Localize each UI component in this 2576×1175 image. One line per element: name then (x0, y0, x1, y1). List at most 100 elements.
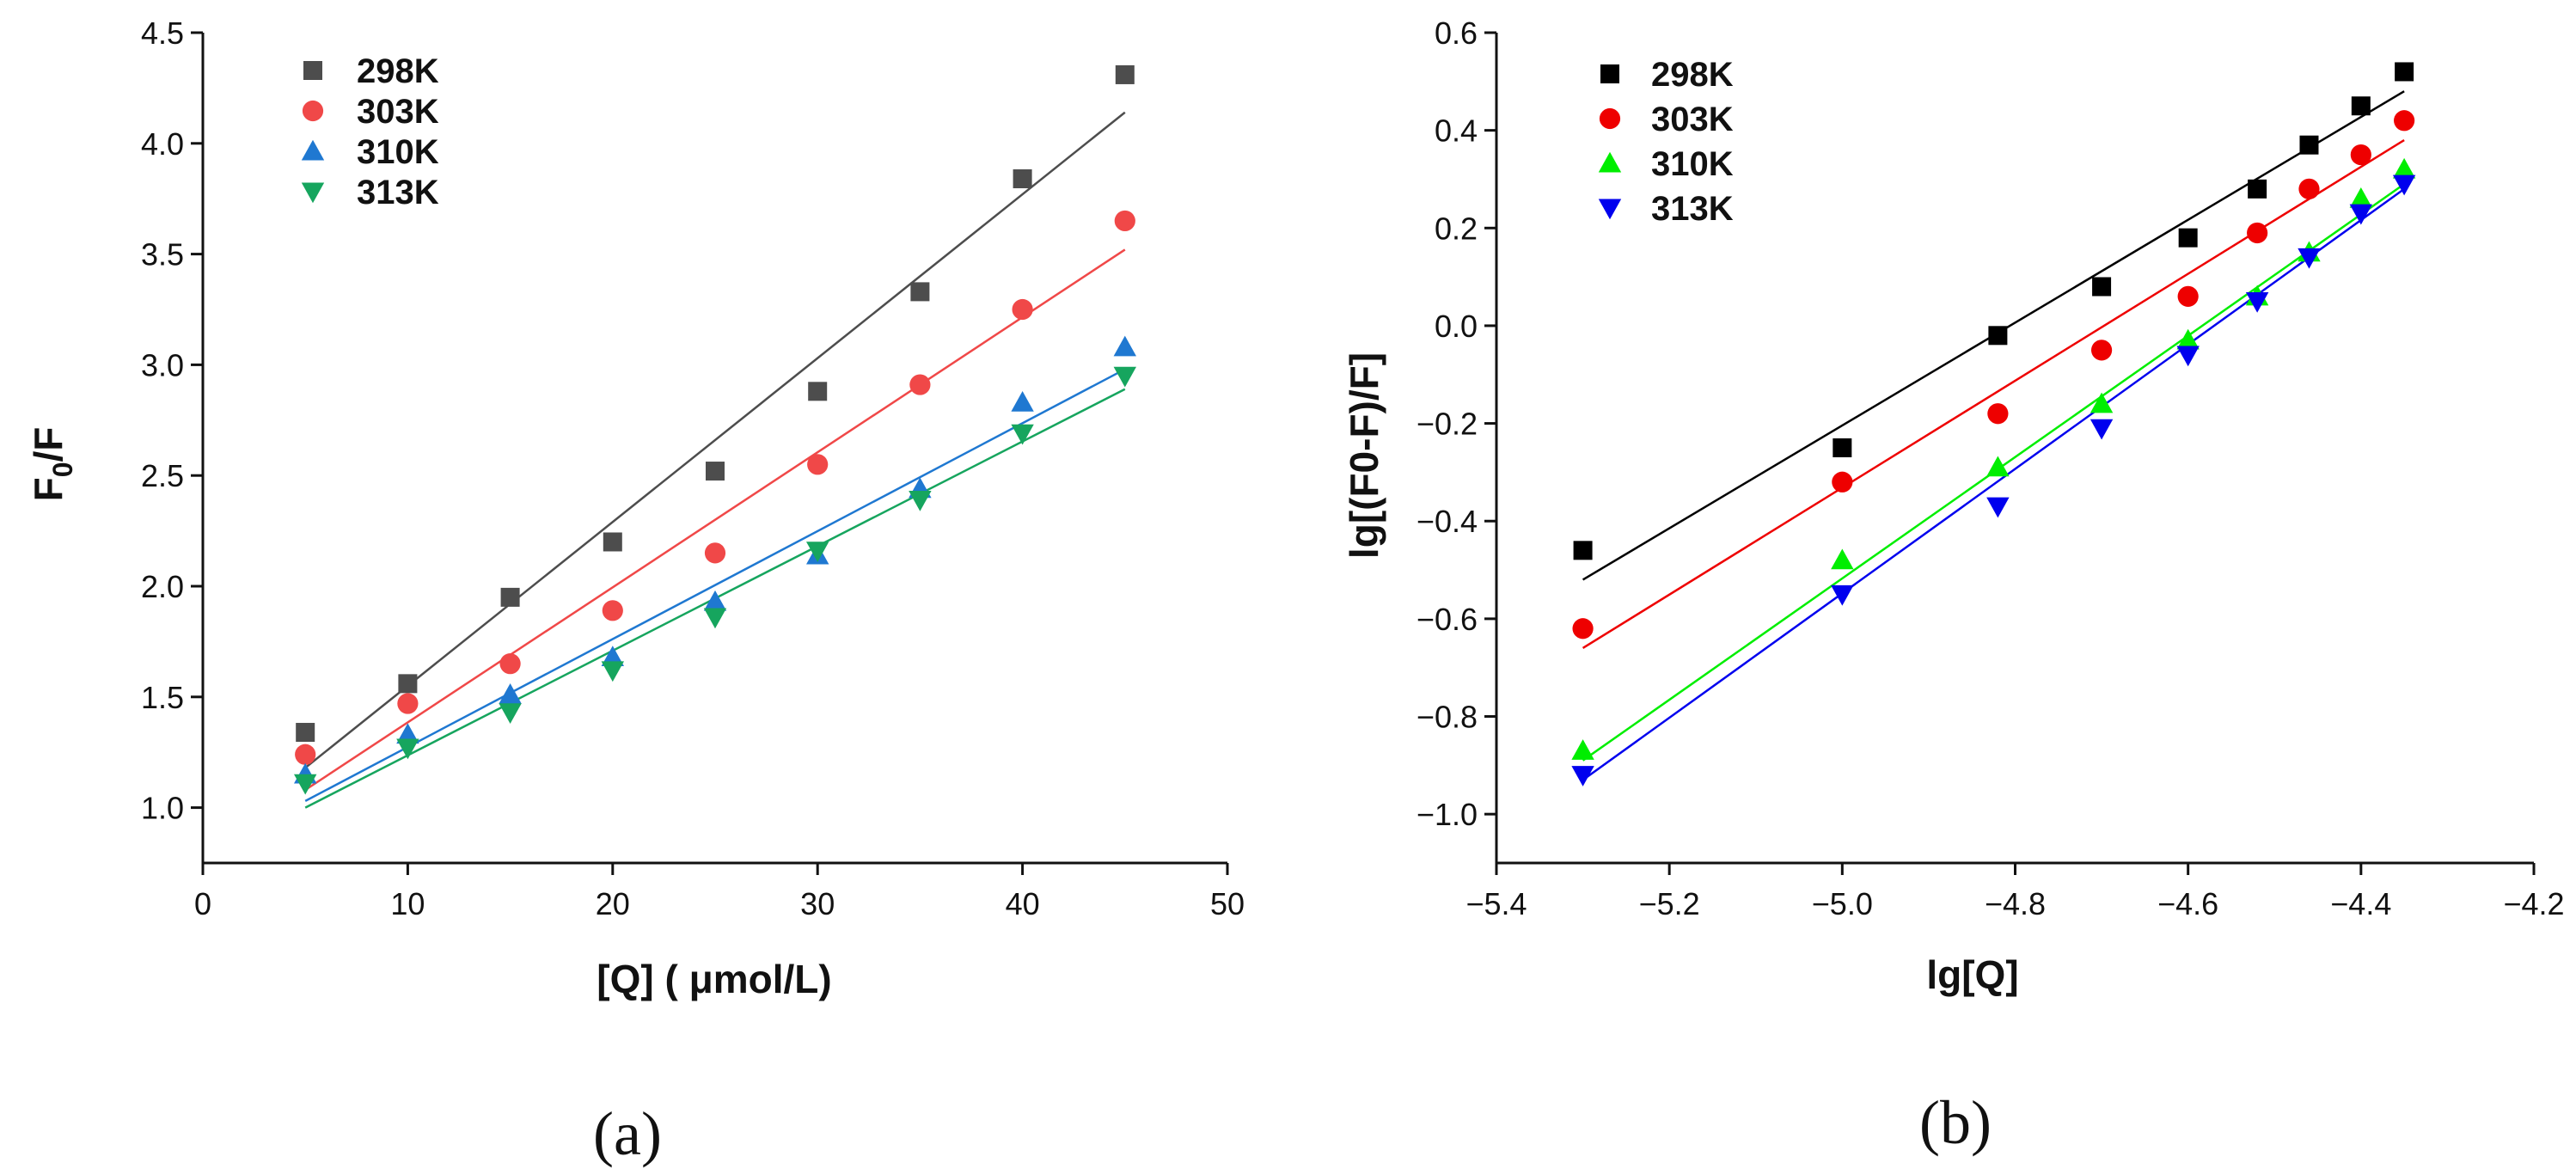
data-point-313k (2392, 174, 2416, 196)
data-point-298k (2351, 96, 2371, 116)
x-tick-label: 10 (390, 886, 425, 921)
data-point-313k (1831, 584, 1854, 606)
x-tick-label: −4.4 (2330, 886, 2391, 921)
data-point-298k (398, 674, 418, 694)
fit-line-310k (304, 368, 1126, 802)
data-point-303k (2090, 340, 2113, 361)
data-point-298k (1573, 541, 1593, 560)
x-tick-label: −5.0 (1812, 886, 1873, 921)
legend-marker-298k (1600, 64, 1619, 83)
data-point-298k (706, 462, 725, 481)
x-tick-labels-a: 0 10 20 30 40 50 (194, 886, 1245, 921)
data-point-310k (703, 590, 727, 611)
data-point-303k (1832, 471, 1853, 493)
x-tick-label: 0 (194, 886, 211, 921)
data-point-303k (1572, 618, 1594, 640)
legend-label-310k: 310K (357, 133, 439, 171)
legend-label-313k: 313K (357, 174, 439, 211)
data-point-313k (2298, 248, 2321, 269)
x-tick-label: −4.6 (2157, 886, 2218, 921)
data-point-298k (1988, 326, 2008, 346)
legend-b: 298K 303K 310K 313K (1598, 56, 1734, 228)
x-tick-label: 30 (800, 886, 835, 921)
data-point-313k (1113, 366, 1136, 388)
data-point-298k (296, 723, 315, 743)
data-point-313k (2245, 291, 2269, 313)
y-tick-label: 0.2 (1435, 211, 1478, 246)
data-point-310k (1571, 739, 1594, 760)
axes-a (191, 31, 1229, 875)
x-tick-label: 40 (1006, 886, 1040, 921)
y-tick-label: 0.4 (1435, 113, 1478, 149)
data-point-298k (2395, 62, 2414, 82)
legend-label-298k: 298K (357, 52, 439, 90)
data-point-310k (1011, 390, 1034, 412)
legend-marker-shape (1598, 151, 1622, 173)
y-tick-label: 3.5 (141, 237, 184, 272)
y-tick-label: 2.0 (141, 569, 184, 604)
y-tick-label: 0.6 (1435, 15, 1478, 51)
data-point-303k (602, 600, 623, 621)
y-tick-label: −0.4 (1416, 504, 1478, 539)
legend-marker-313k (301, 182, 325, 204)
data-point-303k (397, 693, 419, 714)
panel-label-a: (a) (593, 1099, 662, 1168)
fit-line-313k (1582, 187, 2405, 781)
x-tick-label: −5.2 (1639, 886, 1700, 921)
data-point-298k (2248, 179, 2267, 199)
x-tick-labels-b: −5.4 −5.2 −5.0 −4.8 −4.6 −4.4 −4.2 (1465, 886, 2564, 921)
legend-marker-shape (1598, 199, 1622, 220)
data-point-313k (1011, 424, 1034, 445)
y-tick-label: −0.6 (1416, 602, 1478, 637)
y-tick-label: 2.5 (141, 458, 184, 493)
data-point-313k (2090, 419, 2114, 440)
data-point-303k (2177, 285, 2199, 307)
y-axis-title-sub: 0 (47, 462, 78, 477)
data-point-313k (499, 703, 522, 725)
data-point-310k (396, 723, 419, 744)
data-point-310k (2176, 328, 2200, 350)
fit-line-303k (1582, 138, 2405, 650)
legend-label-303k: 303K (357, 93, 439, 131)
y-axis-title-a: F0/F (26, 427, 78, 502)
data-point-303k (499, 653, 521, 675)
data-point-298k (2092, 277, 2112, 297)
data-point-298k (603, 532, 622, 552)
data-points-b (1571, 62, 2416, 786)
data-point-298k (1833, 438, 1852, 457)
y-tick-labels-a: 1.0 1.5 2.0 2.5 3.0 3.5 4.0 4.5 (141, 15, 184, 826)
y-tick-label: 4.5 (141, 15, 184, 51)
y-axis-title-main: F (26, 477, 70, 501)
x-tick-label: 50 (1210, 886, 1245, 921)
chart-panel-a: 0 10 20 30 40 50 1.0 1.5 2.0 2.5 3.0 3.5… (26, 15, 1245, 1168)
data-point-303k (2298, 178, 2320, 199)
chart-panel-b: −5.4 −5.2 −5.0 −4.8 −4.6 −4.4 −4.2 −1.0 … (1342, 15, 2565, 1157)
x-tick-label: 20 (596, 886, 630, 921)
fit-lines-a (304, 111, 1126, 809)
y-axis-title-b: lg[(F0-F)/F] (1342, 352, 1386, 559)
data-point-298k (2299, 135, 2319, 155)
data-point-303k (2350, 144, 2371, 166)
y-tick-label: −1.0 (1416, 797, 1478, 832)
y-tick-label: 4.0 (141, 126, 184, 162)
y-tick-label: 1.0 (141, 791, 184, 826)
legend-marker-298k (303, 61, 322, 80)
axes-b (1484, 31, 2536, 875)
legend-marker-shape (1600, 64, 1619, 83)
data-point-313k (294, 774, 317, 795)
data-point-303k (295, 744, 316, 765)
legend-marker-shape (303, 61, 322, 80)
data-point-313k (909, 490, 932, 511)
data-point-310k (2090, 392, 2114, 413)
x-tick-label: −4.2 (2503, 886, 2564, 921)
data-point-313k (1986, 497, 2010, 518)
y-tick-label: 3.0 (141, 347, 184, 382)
x-tick-label: −4.8 (1985, 886, 2046, 921)
data-point-313k (396, 738, 419, 760)
legend-label-313k: 313K (1651, 190, 1734, 228)
data-point-298k (2178, 228, 2198, 248)
fit-line-298k (304, 111, 1126, 769)
data-point-303k (807, 454, 829, 475)
data-point-313k (2349, 204, 2373, 225)
